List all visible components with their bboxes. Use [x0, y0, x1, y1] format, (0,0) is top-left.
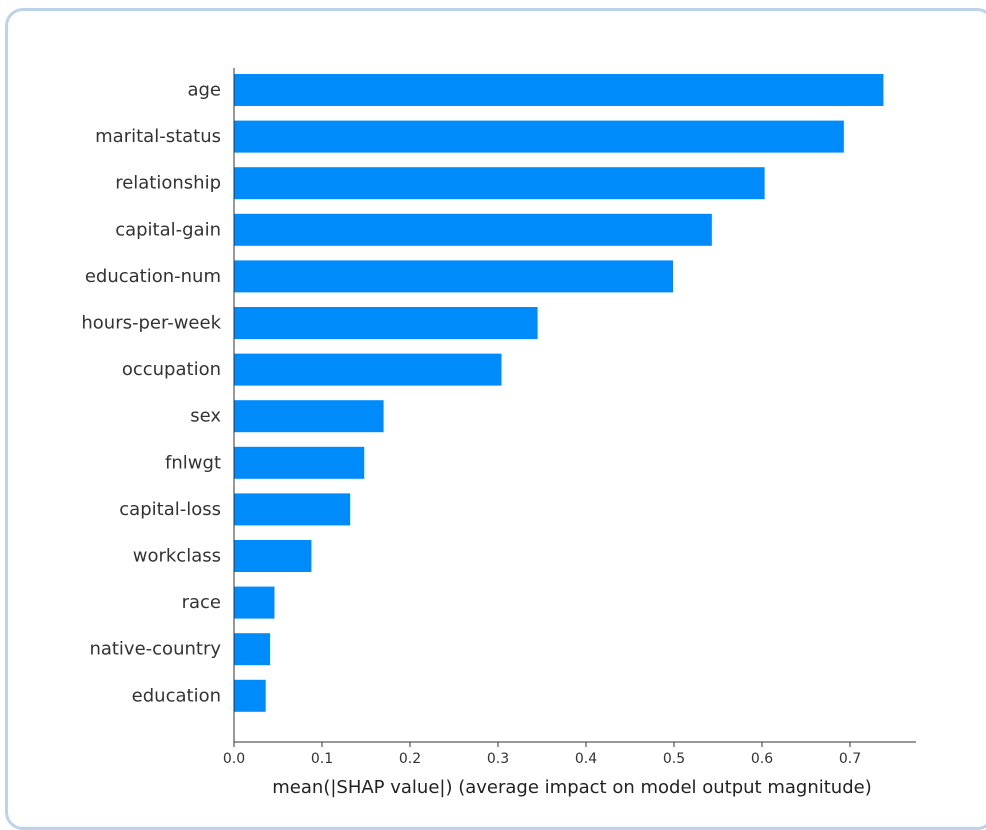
category-label-capital-gain: capital-gain: [115, 219, 221, 240]
x-tick-label: 0.6: [751, 751, 773, 767]
x-tick-label: 0.2: [399, 751, 421, 767]
category-label-hours-per-week: hours-per-week: [81, 313, 221, 334]
x-tick-label: 0.3: [487, 751, 509, 767]
x-tick-label: 0.5: [663, 751, 685, 767]
bar-marital-status: [234, 120, 844, 153]
bar-occupation: [234, 353, 502, 386]
category-label-education: education: [132, 685, 221, 706]
category-label-race: race: [182, 592, 221, 613]
bar-education-num: [234, 260, 674, 293]
bar-capital-gain: [234, 213, 712, 246]
category-label-marital-status: marital-status: [95, 126, 221, 147]
category-label-age: age: [187, 80, 221, 101]
bar-education: [234, 679, 266, 712]
category-label-workclass: workclass: [133, 546, 221, 567]
x-tick-label: 0.4: [575, 751, 597, 767]
bar-race: [234, 586, 275, 619]
category-label-native-country: native-country: [89, 639, 221, 660]
bar-fnlwgt: [234, 446, 365, 479]
x-tick-label: 0.0: [223, 751, 245, 767]
x-tick-label: 0.1: [311, 751, 333, 767]
bar-sex: [234, 400, 384, 433]
bar-age: [234, 74, 884, 106]
bar-native-country: [234, 633, 271, 666]
bar-capital-loss: [234, 493, 351, 526]
x-axis-title: mean(|SHAP value|) (average impact on mo…: [272, 777, 871, 798]
x-tick-label: 0.7: [839, 751, 861, 767]
category-label-education-num: education-num: [85, 266, 221, 287]
bar-workclass: [234, 540, 312, 572]
category-label-capital-loss: capital-loss: [119, 499, 221, 520]
category-label-relationship: relationship: [115, 173, 221, 194]
category-label-sex: sex: [190, 406, 221, 427]
category-labels: age marital-status relationship capital-gai…: [81, 80, 221, 707]
x-ticks: 0.0 0.1 0.2 0.3 0.4 0.5 0.6 0.7: [223, 742, 861, 767]
bar-hours-per-week: [234, 307, 538, 339]
category-label-occupation: occupation: [122, 359, 221, 380]
bars-group: [234, 74, 884, 712]
category-label-fnlwgt: fnlwgt: [165, 452, 221, 473]
bar-relationship: [234, 167, 765, 200]
